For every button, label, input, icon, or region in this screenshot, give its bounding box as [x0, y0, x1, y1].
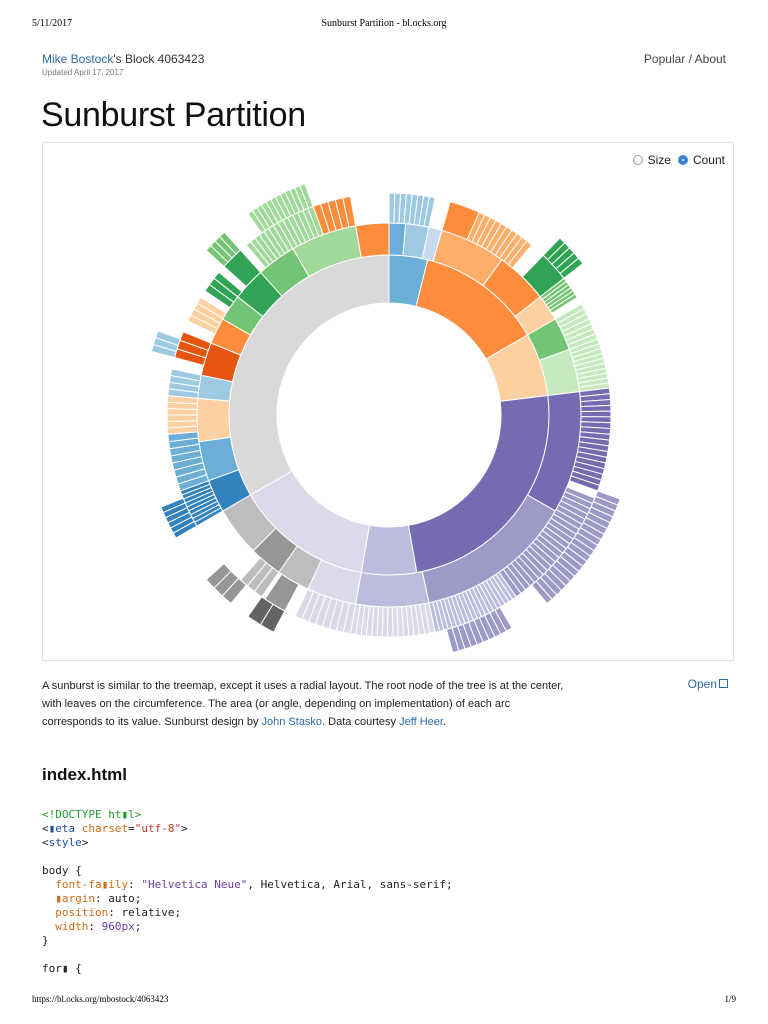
sunburst-arc: [342, 195, 357, 228]
sunburst-arc: [247, 596, 274, 626]
print-footer: https://bl.ocks.org/mbostock/4063423 1/9: [32, 994, 736, 1008]
sunburst-arc: [355, 222, 390, 259]
visualization-frame: Size Count: [42, 142, 734, 661]
block-suffix: 's Block: [113, 52, 158, 66]
sunburst-arc: [160, 497, 186, 514]
sunburst-arc: [507, 240, 533, 269]
description: A sunburst is similar to the treemap, ex…: [42, 677, 572, 731]
sunburst-arc: [559, 257, 584, 280]
nav-about-link[interactable]: About: [694, 52, 726, 66]
code-line: for▮ {: [42, 962, 82, 975]
print-header: 5/11/2017 Sunburst Partition - bl.ocks.o…: [32, 18, 736, 32]
print-date: 5/11/2017: [32, 18, 73, 29]
file-title: index.html: [42, 765, 128, 784]
code-line: ​: [42, 850, 726, 864]
sunburst-arc: [530, 580, 553, 605]
code-line: <style>: [42, 836, 89, 849]
sunburst-arc: [196, 296, 227, 319]
sunburst-arc: [299, 183, 314, 209]
open-label[interactable]: Open: [687, 677, 717, 691]
top-nav: Popular / About: [644, 52, 726, 66]
mode-form: Size Count: [628, 153, 725, 167]
site-header: Mike Bostock's Block 4063423 Updated Apr…: [42, 52, 726, 82]
code-line: <▮eta charset="utf-8">: [42, 822, 188, 835]
sunburst-arc: [549, 293, 578, 314]
sunburst-arc: [154, 330, 182, 346]
sunburst-arc: [205, 562, 232, 589]
print-page-title: Sunburst Partition - bl.ocks.org: [321, 18, 447, 29]
jeff-heer-link[interactable]: Jeff Heer: [399, 716, 443, 728]
size-label[interactable]: Size: [647, 153, 671, 167]
john-stasko-link[interactable]: John Stasko: [261, 716, 323, 728]
sunburst-arc: [580, 404, 612, 413]
size-radio[interactable]: [632, 155, 643, 165]
sunburst-arc: [213, 271, 243, 298]
sunburst-arc: [355, 570, 430, 608]
print-page-number: 1/9: [724, 994, 736, 1004]
code-line: font-fa▮ily: "Helvetica Neue", Helvetica…: [55, 878, 453, 891]
code-line: ​: [42, 948, 726, 962]
description-text-3: .: [442, 716, 446, 728]
code-line: body {: [42, 864, 82, 877]
code-line: width: 960px;: [55, 920, 142, 933]
description-text-2: . Data courtesy: [322, 716, 400, 728]
block-author-line: Mike Bostock's Block 4063423: [42, 52, 726, 66]
sunburst-arc: [169, 368, 202, 382]
code-line: }: [42, 934, 49, 947]
nav-popular-link[interactable]: Popular: [643, 52, 686, 66]
code-line: ▮argin: auto;: [55, 892, 142, 905]
sunburst-arc: [387, 606, 394, 638]
sunburst-arc: [360, 524, 418, 576]
sunburst-arc: [580, 410, 612, 418]
sunburst-arc: [179, 331, 212, 352]
code-line: <!DOCTYPE ht▮l>: [42, 808, 142, 821]
nav-separator: /: [685, 52, 695, 66]
updated-date: Updated April 17, 2017: [42, 68, 124, 77]
count-radio[interactable]: [677, 155, 688, 165]
sunburst-arc: [294, 588, 315, 620]
code-block: <!DOCTYPE ht▮l> <▮eta charset="utf-8"> <st…: [42, 808, 726, 976]
block-id: 4063423: [157, 52, 205, 66]
page-title: Sunburst Partition: [41, 96, 306, 134]
code-line: position: relative;: [55, 906, 182, 919]
sunburst-arc: [423, 196, 436, 228]
open-link[interactable]: Open: [688, 677, 728, 691]
count-label[interactable]: Count: [692, 153, 725, 167]
external-link-icon: [719, 679, 728, 688]
sunburst-arc: [166, 414, 198, 422]
sunburst-arc: [218, 231, 242, 255]
print-url: https://bl.ocks.org/mbostock/4063423: [32, 994, 169, 1004]
sunburst-arc: [568, 475, 601, 492]
description-text: A sunburst is similar to the treemap, ex…: [42, 680, 564, 728]
sunburst-arc: [196, 397, 232, 443]
author-link[interactable]: Mike Bostock: [42, 52, 114, 66]
sunburst-chart: [150, 183, 621, 654]
sunburst-arc: [445, 627, 460, 654]
